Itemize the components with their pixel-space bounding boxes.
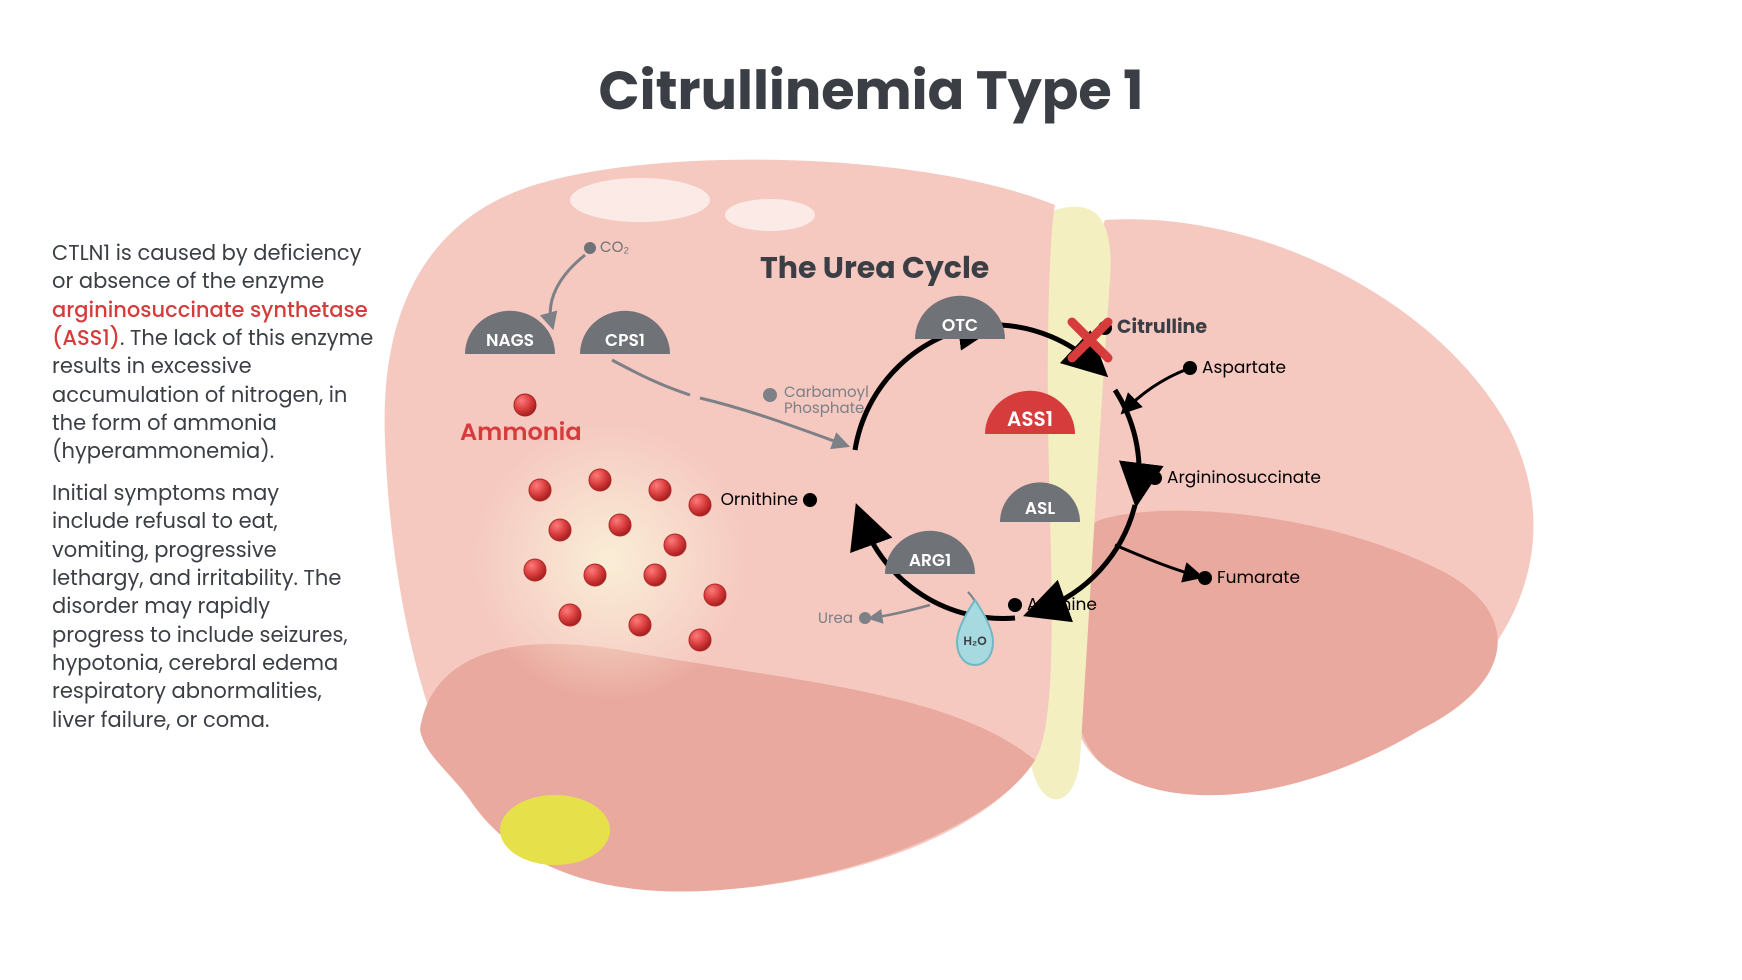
diagram-svg: The Urea Cycle	[0, 0, 1742, 980]
ammonia-dot	[529, 479, 551, 501]
ammonia-dot	[524, 559, 546, 581]
svg-text:Ornithine: Ornithine	[721, 487, 798, 511]
svg-text:CPS1: CPS1	[605, 328, 645, 352]
svg-text:CarbamoylPhosphate: CarbamoylPhosphate	[784, 382, 869, 419]
svg-text:Aspartate: Aspartate	[1202, 355, 1286, 379]
svg-text:Arginine: Arginine	[1027, 592, 1097, 616]
ammonia-dot	[644, 564, 666, 586]
ammonia-dot	[649, 479, 671, 501]
molecule-argsucc: Argininosuccinate	[1148, 465, 1321, 489]
ammonia-dot	[704, 584, 726, 606]
liver-highlight-2	[725, 199, 815, 231]
gallbladder	[500, 795, 610, 865]
svg-text:ASL: ASL	[1025, 496, 1056, 520]
ammonia-dot	[629, 614, 651, 636]
ammonia-dot	[584, 564, 606, 586]
svg-text:OTC: OTC	[942, 313, 978, 337]
svg-text:ARG1: ARG1	[909, 548, 951, 572]
svg-text:Argininosuccinate: Argininosuccinate	[1167, 465, 1321, 489]
svg-text:CO₂: CO₂	[600, 237, 629, 258]
cycle-title: The Urea Cycle	[760, 246, 989, 289]
infographic-stage: Citrullinemia Type 1 CTLN1 is caused by …	[0, 0, 1742, 980]
liver-highlight-1	[570, 178, 710, 222]
ammonia-dot	[689, 494, 711, 516]
ammonia-dot	[549, 519, 571, 541]
svg-text:ASS1: ASS1	[1007, 405, 1053, 433]
ammonia-dot	[664, 534, 686, 556]
ammonia-glow	[470, 420, 750, 700]
svg-text:Urea: Urea	[818, 608, 853, 629]
svg-text:Ammonia: Ammonia	[460, 416, 582, 449]
svg-text:Fumarate: Fumarate	[1217, 565, 1300, 589]
ammonia-dot	[609, 514, 631, 536]
h2o-label: H₂O	[963, 633, 986, 650]
svg-text:Citrulline: Citrulline	[1117, 313, 1207, 340]
ammonia-dot	[589, 469, 611, 491]
ammonia-dot	[559, 604, 581, 626]
ammonia-dot	[689, 629, 711, 651]
svg-text:NAGS: NAGS	[486, 328, 534, 352]
